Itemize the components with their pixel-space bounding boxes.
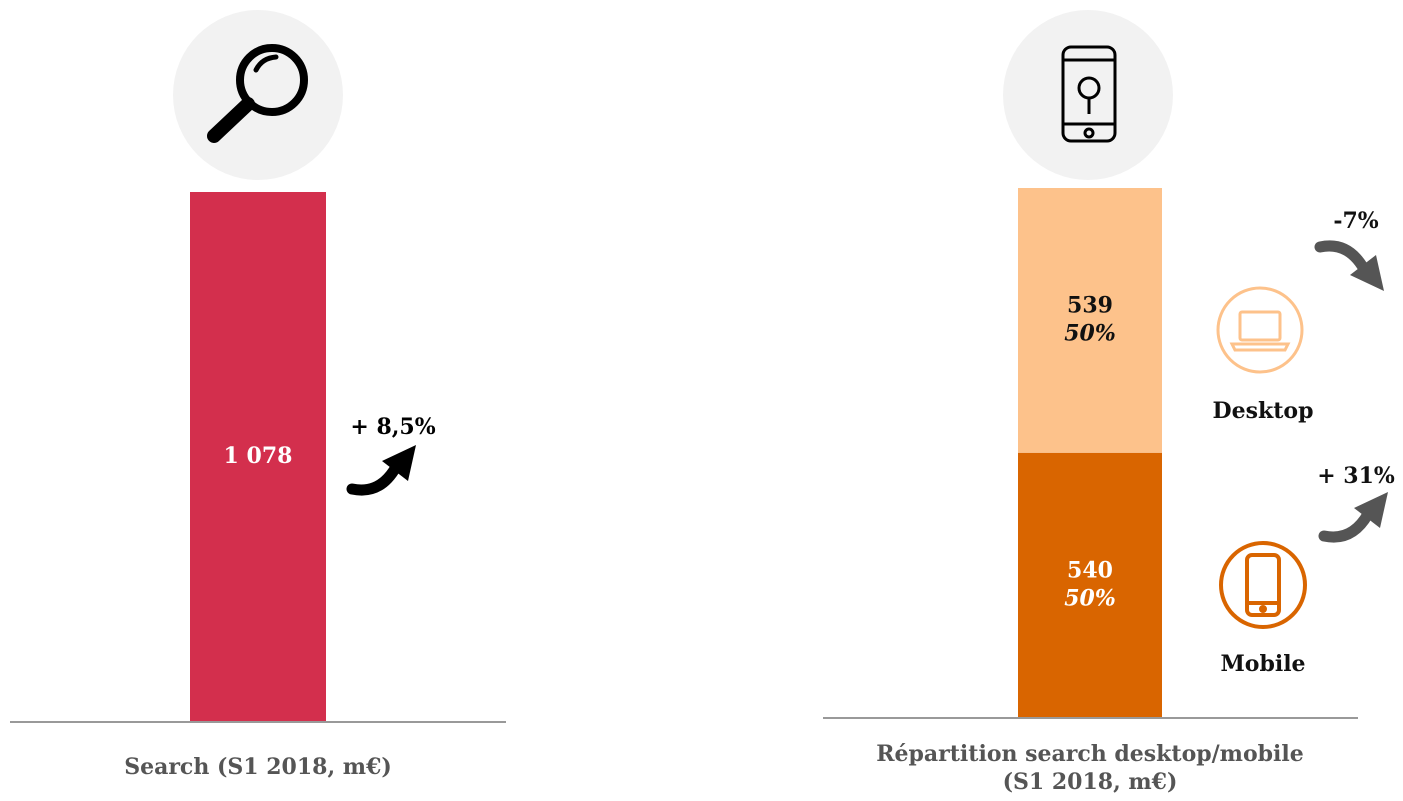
arrow-head xyxy=(1354,492,1388,528)
mobile-search-icon xyxy=(1061,45,1117,143)
change-label: + 8,5% xyxy=(350,414,435,440)
arrow-head xyxy=(1350,255,1384,291)
icon-background xyxy=(1003,10,1173,180)
value-label: 1 078 xyxy=(224,443,293,469)
share-label: 50% xyxy=(1064,585,1116,611)
laptop-icon xyxy=(1216,286,1304,374)
change-label: -7% xyxy=(1333,208,1378,234)
value-label: 540 xyxy=(1067,557,1113,583)
arrow-head xyxy=(382,445,416,481)
share-label: 50% xyxy=(1064,320,1116,346)
search-icon xyxy=(207,44,308,143)
chart-title: Search (S1 2018, m€) xyxy=(124,754,392,780)
trend-arrow xyxy=(1318,492,1388,543)
arrow-shaft xyxy=(1314,240,1370,275)
bar xyxy=(190,192,326,722)
chart-title: (S1 2018, m€) xyxy=(1003,769,1178,795)
change-label: + 31% xyxy=(1317,463,1395,489)
phone-icon xyxy=(1219,541,1307,629)
arrow-shaft xyxy=(346,461,402,496)
bar-segment xyxy=(1018,452,1162,718)
icon-background xyxy=(173,10,343,180)
trend-arrow xyxy=(1314,240,1384,291)
legend-label: Desktop xyxy=(1213,398,1314,424)
bar-segment xyxy=(1018,188,1162,453)
trend-arrow xyxy=(346,445,416,496)
value-label: 539 xyxy=(1067,292,1113,318)
legend-label: Mobile xyxy=(1220,651,1305,677)
arrow-shaft xyxy=(1318,508,1374,543)
chart-title: Répartition search desktop/mobile xyxy=(876,741,1303,767)
